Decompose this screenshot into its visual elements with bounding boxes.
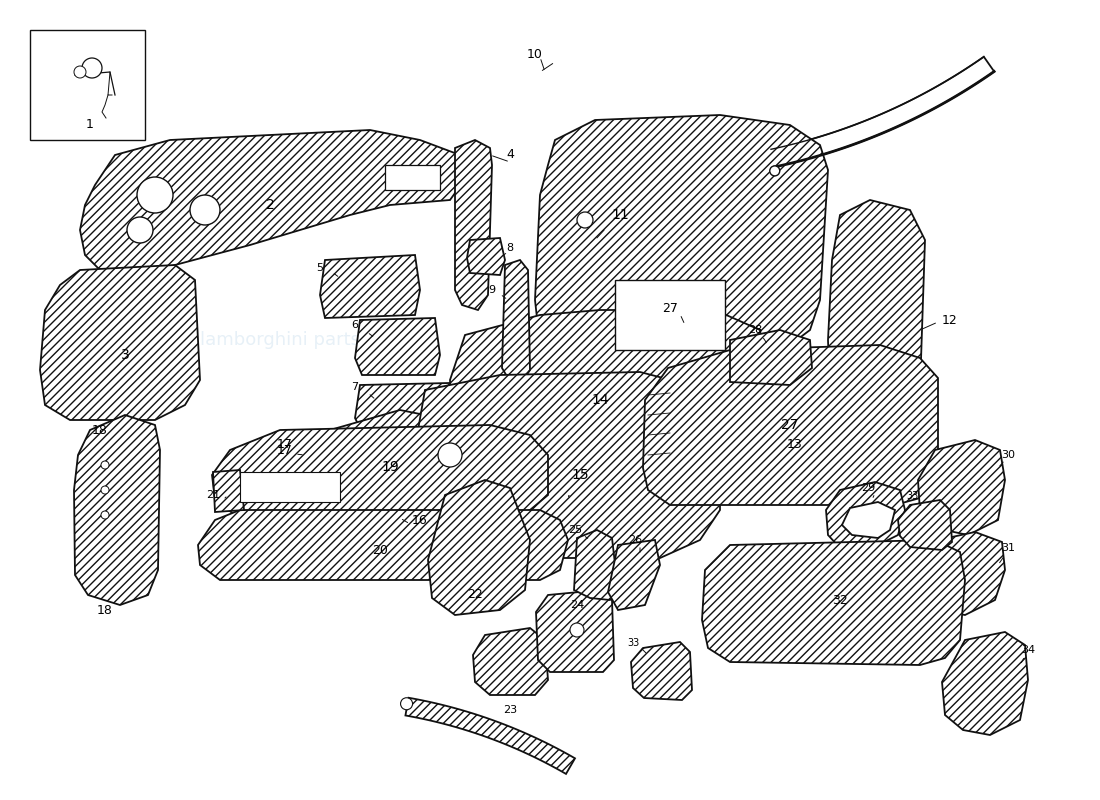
Polygon shape [212, 425, 548, 515]
Text: autoshops: autoshops [604, 421, 696, 439]
Text: 32: 32 [832, 594, 848, 606]
Text: 33: 33 [627, 638, 639, 648]
Circle shape [74, 66, 86, 78]
Text: 1: 1 [86, 118, 94, 131]
Text: ’: ’ [566, 495, 570, 505]
Circle shape [101, 461, 109, 469]
Circle shape [438, 443, 462, 467]
Text: 30: 30 [1001, 450, 1015, 460]
Polygon shape [468, 238, 505, 275]
Polygon shape [74, 415, 160, 605]
Polygon shape [826, 482, 905, 552]
Text: 18: 18 [97, 603, 113, 617]
Bar [240, 472, 340, 502]
Text: 19: 19 [381, 460, 399, 474]
Polygon shape [842, 502, 895, 538]
Text: 13: 13 [788, 438, 803, 451]
Text: 31: 31 [1001, 543, 1015, 553]
Text: 16: 16 [412, 514, 428, 526]
Text: 18: 18 [92, 423, 108, 437]
Bar [30, 30, 145, 140]
Text: lamborghini parts: lamborghini parts [200, 331, 360, 349]
Text: 23: 23 [503, 705, 517, 715]
Circle shape [82, 58, 102, 78]
Circle shape [570, 623, 584, 637]
Polygon shape [631, 642, 692, 700]
Polygon shape [300, 410, 455, 545]
Polygon shape [828, 200, 925, 425]
Text: 14: 14 [591, 393, 608, 407]
Polygon shape [355, 383, 455, 435]
Text: 17: 17 [277, 443, 293, 457]
Text: 12: 12 [942, 314, 958, 326]
Polygon shape [213, 470, 244, 512]
Polygon shape [535, 115, 828, 380]
Text: 2: 2 [265, 198, 274, 212]
Polygon shape [942, 632, 1028, 735]
Text: 24: 24 [570, 600, 584, 610]
Polygon shape [450, 310, 764, 478]
Text: 3: 3 [121, 348, 130, 362]
Text: 17: 17 [277, 438, 293, 451]
Polygon shape [406, 698, 575, 774]
Bar [615, 280, 725, 350]
Text: 20: 20 [372, 543, 388, 557]
Polygon shape [415, 372, 720, 558]
Text: 22: 22 [468, 589, 483, 602]
Polygon shape [771, 57, 994, 167]
Polygon shape [898, 500, 952, 550]
Polygon shape [40, 265, 200, 420]
Text: 26: 26 [628, 535, 642, 545]
Polygon shape [608, 540, 660, 610]
Polygon shape [502, 260, 530, 382]
Polygon shape [574, 530, 618, 600]
Polygon shape [918, 440, 1005, 535]
Text: 9: 9 [488, 285, 496, 295]
Text: 21: 21 [206, 490, 220, 500]
Polygon shape [702, 540, 965, 665]
Polygon shape [198, 510, 568, 580]
Polygon shape [644, 345, 938, 505]
Text: 34: 34 [1021, 645, 1035, 655]
Text: 4: 4 [506, 149, 514, 162]
Text: 15: 15 [571, 468, 588, 482]
Text: 11: 11 [612, 208, 629, 222]
Circle shape [101, 511, 109, 519]
Text: 10: 10 [527, 49, 543, 62]
Polygon shape [730, 330, 812, 385]
Circle shape [578, 212, 593, 228]
Circle shape [770, 166, 780, 176]
Text: 27: 27 [781, 418, 799, 432]
Text: 5: 5 [317, 263, 323, 273]
Polygon shape [355, 318, 440, 375]
Polygon shape [536, 590, 614, 672]
Text: 7: 7 [351, 382, 359, 392]
Text: 28: 28 [748, 325, 762, 335]
Text: 29: 29 [861, 483, 876, 493]
Polygon shape [428, 480, 530, 615]
Polygon shape [473, 628, 548, 695]
Polygon shape [455, 140, 492, 310]
Circle shape [126, 217, 153, 243]
Text: 25: 25 [568, 525, 582, 535]
Text: 8: 8 [506, 243, 514, 253]
Polygon shape [920, 532, 1005, 615]
Bar [385, 165, 440, 190]
Circle shape [190, 195, 220, 225]
Text: 6: 6 [352, 320, 359, 330]
Circle shape [101, 486, 109, 494]
Polygon shape [80, 130, 468, 280]
Circle shape [138, 177, 173, 213]
Text: 33: 33 [906, 491, 918, 501]
Polygon shape [320, 255, 420, 318]
Circle shape [400, 698, 412, 710]
Text: 27: 27 [662, 302, 678, 314]
Polygon shape [710, 360, 840, 460]
